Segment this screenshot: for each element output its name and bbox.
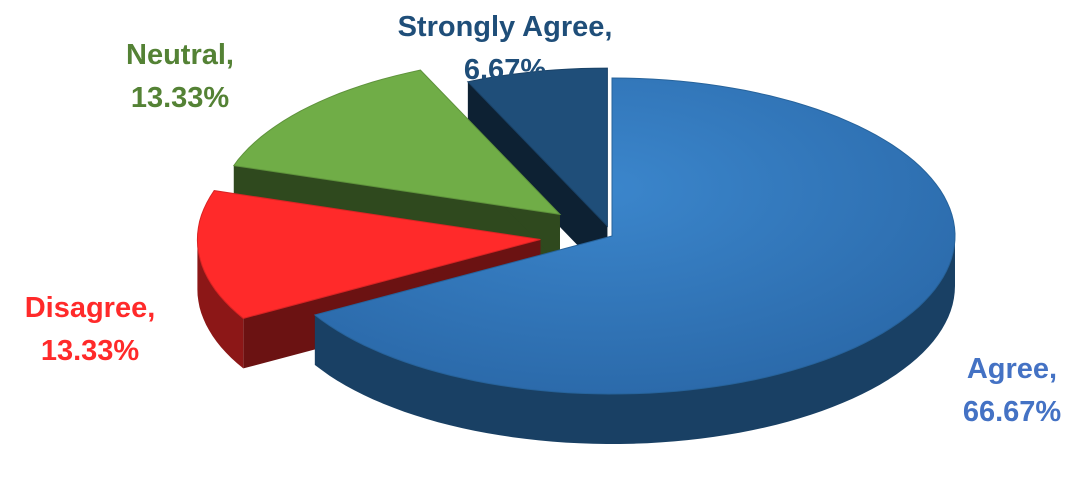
data-label-agree-name: Agree, <box>967 353 1057 385</box>
data-label-strongly-agree-value: 6.67% <box>464 54 546 86</box>
pie-slice-strongly-agree <box>466 67 608 228</box>
data-label-disagree-name: Disagree, <box>25 292 156 324</box>
pie-slice-neutral <box>232 69 562 216</box>
pie-slice-disagree <box>196 190 541 319</box>
data-label-agree-value: 66.67% <box>963 396 1062 428</box>
data-label-strongly-agree-name: Strongly Agree, <box>398 11 613 43</box>
pie-slice-tops <box>196 67 956 395</box>
data-label-neutral-value: 13.33% <box>131 82 230 114</box>
data-label-disagree-value: 13.33% <box>41 335 140 367</box>
pie-slice-agree <box>313 77 956 395</box>
data-label-neutral-name: Neutral, <box>126 39 234 71</box>
pie-slice-wall-strongly-agree <box>467 81 608 277</box>
pie-slice-side-agree <box>314 236 955 444</box>
pie-slice-side-disagree <box>197 239 244 369</box>
